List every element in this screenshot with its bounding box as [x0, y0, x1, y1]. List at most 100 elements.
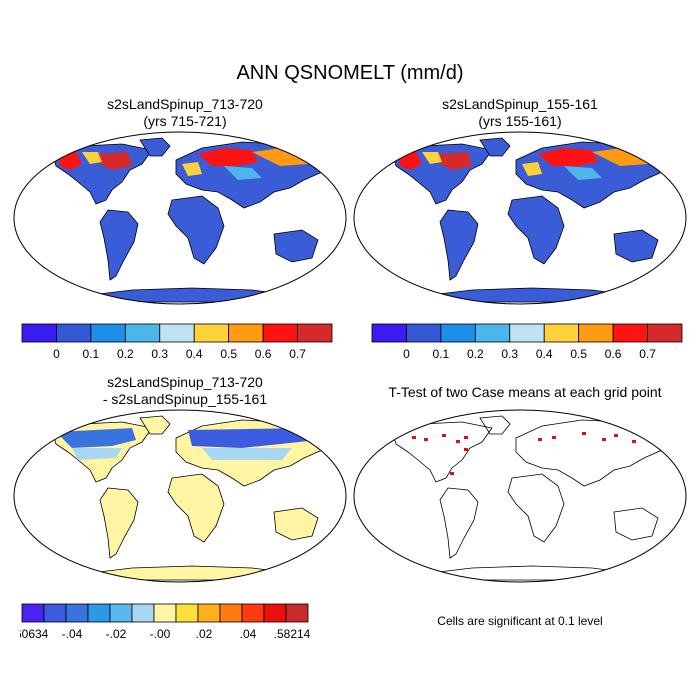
map-panel-4	[353, 409, 687, 583]
snowmelt-patch	[182, 162, 202, 176]
colorbar-swatch	[297, 323, 333, 343]
continent-africa	[507, 473, 565, 543]
significant-cell	[424, 438, 428, 441]
continent-africa	[167, 195, 225, 265]
colorbar-swatch	[612, 323, 648, 343]
snowmelt-patch	[438, 152, 472, 170]
figure-title: ANN QSNOMELT (mm/d)	[236, 62, 464, 84]
colorbar-tick-label: .04	[240, 627, 257, 641]
colorbar-swatch	[43, 603, 67, 623]
panel4-title: T-Test of two Case means at each grid po…	[355, 384, 695, 401]
colorbar-swatch	[262, 323, 298, 343]
panel3-title-line2: - s2sLandSpinup_155-161	[102, 391, 268, 407]
ocean-background	[354, 410, 686, 582]
significant-cell	[538, 438, 542, 441]
map-border	[13, 409, 347, 583]
continent-greenland	[479, 137, 511, 157]
colorbar-tick-label: 0.5	[220, 347, 237, 361]
colorbar-swatch	[263, 603, 287, 623]
colorbar-swatch	[219, 603, 243, 623]
colorbar-swatch	[21, 323, 57, 343]
panel2-title: s2sLandSpinup_155-161 (yrs 155-161)	[355, 96, 685, 130]
continent-africa	[167, 473, 225, 543]
colorbar-swatch	[440, 323, 476, 343]
colorbar-swatch	[21, 603, 45, 623]
colorbar-tick-label: 0	[403, 347, 410, 361]
colorbar-tick-label: -.00	[150, 627, 171, 641]
colorbar-swatch	[109, 603, 133, 623]
colorbar-tick-label: .58214	[274, 627, 311, 641]
snowmelt-patch	[522, 162, 542, 176]
colorbar-tick-label: 0.2	[117, 347, 134, 361]
continent-greenland	[139, 137, 171, 157]
colorbar-tick-label: 0.7	[639, 347, 656, 361]
panel1-title-line2: (yrs 715-721)	[143, 113, 227, 129]
colorbar-panel-1: 0 0.1 0.2 0.3 0.4 0.5 0.6 0.7	[21, 323, 333, 361]
colorbar-swatch	[228, 323, 264, 343]
continent-north-america	[391, 421, 493, 483]
colorbar-tick-label: 0.1	[83, 347, 100, 361]
snowmelt-patch	[564, 166, 602, 180]
map-panel-3	[13, 409, 347, 583]
colorbar-tick-label: 0.7	[289, 347, 306, 361]
continent-africa	[507, 195, 565, 265]
colorbar-swatch	[56, 323, 92, 343]
colorbar-tick-label: 0.3	[501, 347, 518, 361]
colorbar-swatch	[175, 603, 199, 623]
panel2-title-line1: s2sLandSpinup_155-161	[442, 96, 598, 112]
colorbar-diff: -.60634 -.04 -.02 -.00 .02 .04 .58214	[20, 603, 311, 641]
difference-patch	[72, 448, 122, 460]
colorbar-swatch	[197, 603, 221, 623]
panel2-title-line2: (yrs 155-161)	[478, 113, 562, 129]
snowmelt-patch	[538, 148, 598, 166]
significant-cell	[632, 440, 636, 443]
colorbar-tick-label: 0.4	[536, 347, 553, 361]
significant-cell	[614, 434, 618, 437]
significant-cell	[552, 436, 556, 439]
colorbar-swatch	[241, 603, 265, 623]
continent-south-america	[439, 209, 479, 281]
continent-greenland	[139, 415, 171, 435]
panel1-title-line1: s2sLandSpinup_713-720	[107, 96, 263, 112]
panel1-title: s2sLandSpinup_713-720 (yrs 715-721)	[20, 96, 350, 130]
colorbar-tick-label: 0.6	[255, 347, 272, 361]
colorbar-swatch	[543, 323, 580, 343]
difference-patch	[188, 428, 318, 448]
colorbar-swatch	[474, 323, 511, 343]
continent-australia	[613, 507, 659, 541]
colorbar-swatch	[90, 323, 126, 343]
colorbar-tick-label: .02	[196, 627, 213, 641]
colorbar-tick-label: 0.6	[605, 347, 622, 361]
continent-australia	[273, 229, 319, 263]
continent-greenland	[479, 415, 511, 435]
colorbar-swatch	[647, 323, 683, 343]
colorbar-tick-label: -.60634	[20, 627, 49, 641]
colorbar-swatch	[578, 323, 614, 343]
panel4-title-line1: T-Test of two Case means at each grid po…	[388, 384, 662, 400]
colorbar-tick-label: 0.3	[151, 347, 168, 361]
snowmelt-patch	[198, 148, 258, 166]
continent-australia	[273, 507, 319, 541]
map-border	[353, 131, 687, 305]
colorbar-swatch	[124, 323, 161, 343]
colorbar-tick-label: 0.1	[433, 347, 450, 361]
snowmelt-patch	[224, 166, 262, 180]
significant-cell	[464, 436, 468, 439]
map-panel-2	[353, 131, 687, 305]
colorbar-tick-label: 0.5	[570, 347, 587, 361]
significant-cell	[412, 436, 416, 439]
significance-note: Cells are significant at 0.1 level	[437, 614, 603, 628]
map-panel-1	[13, 131, 347, 305]
snowmelt-patch	[98, 152, 132, 170]
map-border	[353, 409, 687, 583]
significant-cell	[442, 434, 446, 437]
colorbar-panel-2: 0 0.1 0.2 0.3 0.4 0.5 0.6 0.7	[371, 323, 683, 361]
significant-cell	[602, 438, 606, 441]
colorbar-swatch	[65, 603, 89, 623]
map-border	[13, 131, 347, 305]
difference-patch	[56, 428, 136, 448]
panel3-title-line1: s2sLandSpinup_713-720	[107, 374, 263, 390]
colorbar-tick-label: 0	[53, 347, 60, 361]
colorbar-swatch	[285, 603, 309, 623]
colorbar-tick-label: -.04	[62, 627, 83, 641]
